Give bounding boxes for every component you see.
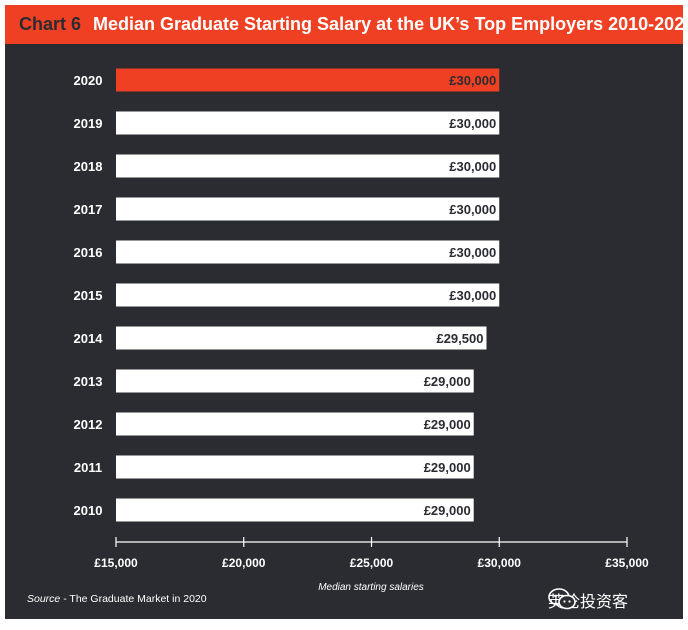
bar	[116, 283, 500, 307]
watermark: 英伦投资客	[548, 588, 628, 612]
chart-header: Chart 6 Median Graduate Starting Salary …	[5, 5, 688, 44]
y-tick-label: 2017	[74, 202, 103, 217]
bar-value-label: £30,000	[449, 159, 496, 174]
source-label: Source	[27, 593, 61, 605]
chart-frame: Chart 6 Median Graduate Starting Salary …	[5, 5, 688, 619]
y-tick-label: 2014	[74, 331, 104, 346]
y-tick-label: 2019	[74, 116, 103, 131]
bar	[116, 68, 500, 92]
x-tick-label: £20,000	[222, 556, 266, 570]
y-tick-label: 2015	[74, 288, 103, 303]
x-axis-label: Median starting salaries	[318, 582, 424, 593]
bar	[116, 455, 474, 479]
bar-value-label: £30,000	[449, 73, 496, 88]
y-tick-label: 2020	[74, 73, 103, 88]
bar-value-label: £29,500	[436, 331, 483, 346]
x-tick-label: £25,000	[350, 556, 394, 570]
source-note: Source - The Graduate Market in 2020	[27, 593, 207, 605]
bar-value-label: £30,000	[449, 288, 496, 303]
bar	[116, 412, 474, 436]
y-tick-label: 2011	[74, 460, 102, 475]
bar-value-label: £30,000	[449, 116, 496, 131]
chart-number: Chart 6	[19, 14, 82, 34]
bar-value-label: £29,000	[424, 417, 471, 432]
bar-value-label: £29,000	[424, 503, 471, 518]
chart-title: Median Graduate Starting Salary at the U…	[93, 14, 688, 34]
bar-chart: 2020 £30,000 2019 £30,000 2018 £30,000 2017 £30…	[74, 68, 649, 593]
bar-value-label: £29,000	[424, 374, 471, 389]
bar	[116, 154, 500, 178]
bar	[116, 326, 487, 350]
y-tick-label: 2013	[74, 374, 103, 389]
y-tick-label: 2018	[74, 159, 103, 174]
source-text: - The Graduate Market in 2020	[60, 593, 207, 605]
x-tick-label: £15,000	[94, 556, 138, 570]
bar	[116, 197, 500, 221]
bar	[116, 498, 474, 522]
y-tick-label: 2010	[74, 503, 103, 518]
x-tick-label: £30,000	[478, 556, 522, 570]
bar	[116, 369, 474, 393]
bar-value-label: £29,000	[424, 460, 471, 475]
x-tick-label: £35,000	[605, 556, 649, 570]
y-tick-label: 2016	[74, 245, 103, 260]
y-tick-label: 2012	[74, 417, 103, 432]
bar	[116, 240, 500, 264]
bar-value-label: £30,000	[449, 202, 496, 217]
bar-value-label: £30,000	[449, 245, 496, 260]
bar	[116, 111, 500, 135]
wechat-icon	[548, 588, 576, 610]
